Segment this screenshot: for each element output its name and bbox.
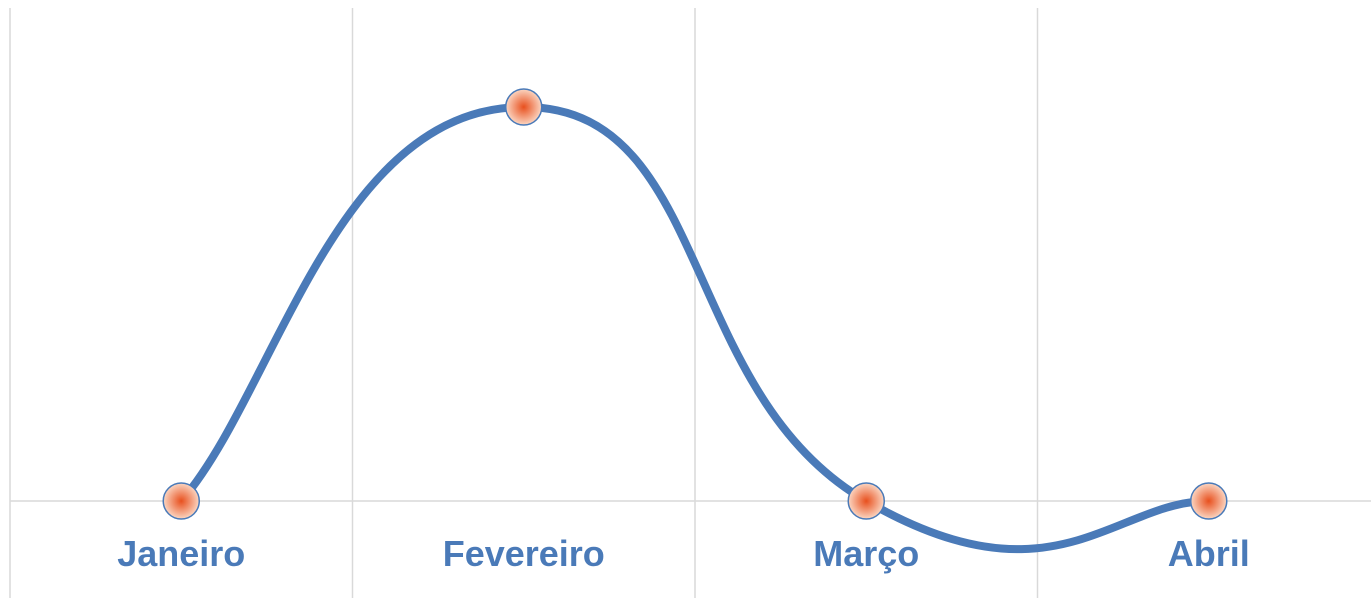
x-tick-label: Janeiro — [117, 533, 245, 574]
x-tick-label: Abril — [1168, 533, 1250, 574]
marker-layer — [162, 88, 1228, 520]
series-layer — [177, 102, 1213, 554]
data-point-marker — [162, 482, 200, 520]
grid-layer — [9, 8, 1371, 598]
x-tick-label: Março — [813, 533, 919, 574]
x-axis-labels: Janeiro Fevereiro Março Abril — [117, 533, 1250, 574]
data-point-marker — [1190, 482, 1228, 520]
data-point-marker — [505, 88, 543, 126]
x-tick-label: Fevereiro — [443, 533, 605, 574]
data-point-marker — [847, 482, 885, 520]
series-line — [177, 102, 1213, 554]
